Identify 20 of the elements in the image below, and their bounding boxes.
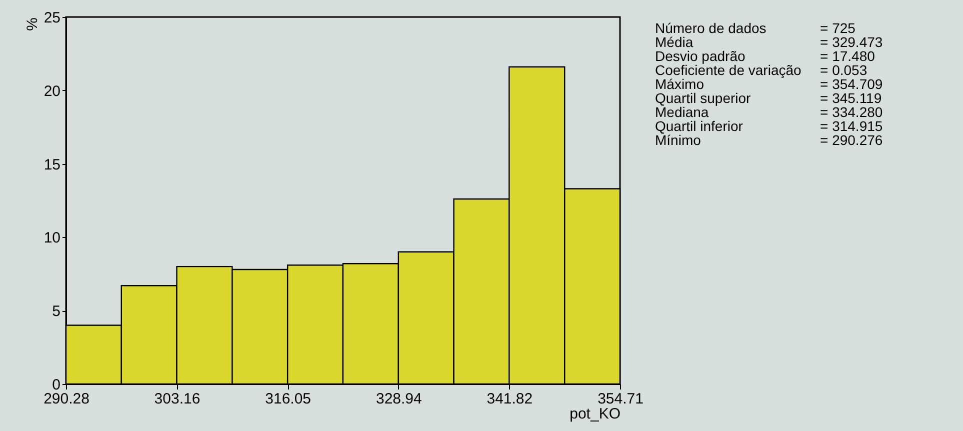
- text: Média = 329.473: [655, 34, 883, 50]
- y-tick-label: 10: [44, 230, 60, 247]
- y-axis-title: %: [24, 18, 41, 31]
- y-tick-label: 0: [52, 376, 60, 394]
- y-tick-label: 20: [44, 82, 60, 100]
- x-tick-label: 341.82: [486, 390, 533, 408]
- x-tick-label: 303.16: [154, 390, 200, 408]
- text: Coeficiente de variação = 0.053: [655, 62, 868, 78]
- y-tick-label: 15: [44, 156, 60, 174]
- y-tick-label: 5: [52, 303, 60, 320]
- x-axis-title: pot_KO: [570, 406, 620, 422]
- y-tick-label: 25: [44, 10, 60, 26]
- text: Número de dados = 725: [655, 20, 856, 36]
- x-tick-label: 328.94: [376, 390, 422, 408]
- text: Desvio padrão = 17.480: [655, 48, 875, 64]
- x-tick-label: 354.71: [598, 390, 644, 408]
- text: Quartil inferior = 314.915: [655, 118, 883, 134]
- x-tick-label: 290.28: [44, 390, 90, 408]
- x-tick-label: 316.05: [265, 390, 312, 408]
- text: Quartil superior = 345.119: [655, 90, 882, 106]
